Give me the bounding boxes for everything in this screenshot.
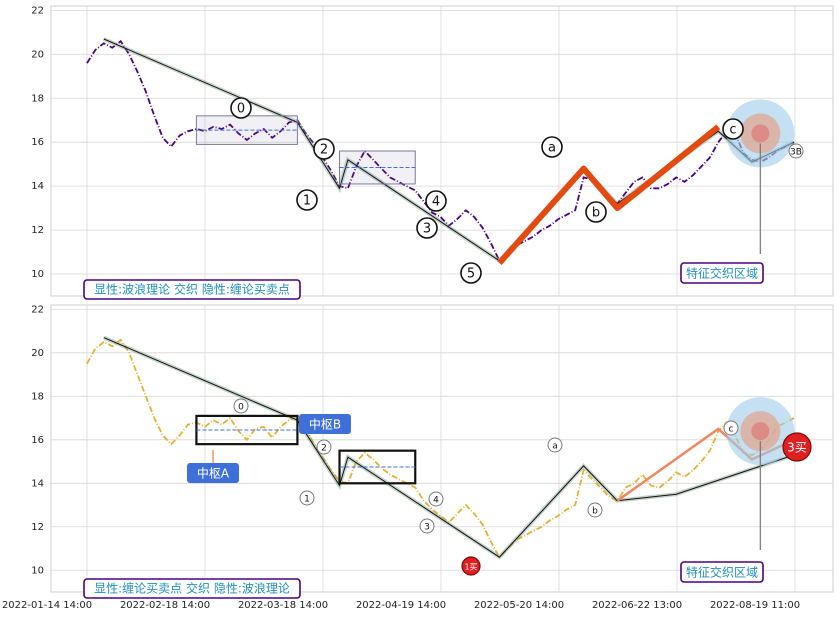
bottom-plot-frame: [50, 304, 834, 593]
buy-point-marker: [461, 556, 481, 576]
x-tick-label: 2022-02-18 14:00: [120, 600, 210, 611]
bottom-y-tick-label: 22: [31, 304, 44, 315]
top-y-tick-label: 22: [31, 5, 44, 16]
bottom-zone-label: 特征交织区域: [686, 565, 758, 580]
x-tick-label: 2022-05-20 14:00: [474, 600, 564, 611]
bottom-y-tick-label: 18: [31, 391, 44, 402]
buy-point-marker: [782, 432, 812, 462]
bottom-wave-marker: [233, 398, 249, 414]
top-wave-marker: [585, 201, 607, 223]
bottom-wave-label: 2: [321, 444, 327, 454]
pivot-label-box: [299, 414, 351, 434]
top-y-tick-label: 14: [31, 181, 44, 192]
top-wave-marker: [230, 97, 252, 119]
top-wave-label: 3B: [790, 148, 802, 158]
top-wave-label: 0: [237, 102, 245, 117]
top-wave-label: 3: [423, 222, 431, 237]
bottom-wave-label: a: [552, 442, 558, 452]
x-tick-label: 2022-04-19 14:00: [356, 600, 446, 611]
bottom-zone-label-box: [680, 561, 764, 583]
top-y-tick-label: 10: [31, 269, 44, 280]
x-tick-label: 2022-06-22 13:00: [592, 600, 682, 611]
top-wave-label: 2: [320, 143, 328, 158]
bottom-wave-marker: [428, 491, 444, 507]
top-y-tick-label: 16: [31, 137, 44, 148]
top-wave-marker: [722, 118, 744, 140]
top-wave-label: c: [729, 123, 736, 138]
top-y-tick-label: 12: [31, 225, 44, 236]
top-feature-zone-center: [751, 124, 770, 143]
top-zone-label-box: [680, 262, 764, 284]
bottom-wave-marker: [587, 502, 603, 518]
top-note: 显性:波浪理论 交织 隐性:缠论买卖点: [94, 282, 290, 297]
top-wave-marker: [460, 262, 482, 284]
buy-point-label: 3买: [787, 441, 807, 455]
top-y-tick-label: 18: [31, 93, 44, 104]
bottom-wave-label: c: [729, 425, 734, 435]
bottom-zigzag-line: [103, 337, 795, 558]
top-note-box: [83, 279, 301, 300]
top-price-line: [86, 39, 795, 263]
top-wave-label: 1: [303, 194, 311, 209]
bottom-price-line: [86, 338, 795, 559]
top-y-tick-label: 20: [31, 49, 44, 60]
bottom-wave-label: 4: [433, 496, 439, 506]
top-plot-frame: [50, 5, 834, 297]
bottom-note-box: [83, 578, 301, 599]
top-wave-marker: [296, 189, 318, 211]
top-wave-label: 5: [467, 267, 475, 282]
top-wave-marker: [541, 136, 563, 158]
top-wave-label: b: [592, 206, 600, 221]
bottom-y-tick-label: 16: [31, 435, 44, 446]
top-wave-label: a: [548, 141, 556, 156]
bottom-wave-label: b: [592, 507, 598, 517]
bottom-wave-label: 0: [238, 403, 244, 413]
bottom-feature-zone-center: [751, 422, 770, 441]
top-wave-abc-line: [497, 124, 721, 265]
bottom-y-tick-label: 10: [31, 565, 44, 576]
pivot-label: 中枢A: [197, 466, 230, 481]
bottom-wave-marker: [547, 437, 563, 453]
bottom-wave-marker: [299, 490, 315, 506]
x-tick-label: 2022-08-19 11:00: [710, 600, 800, 611]
x-tick-label: 2022-01-14 14:00: [2, 600, 92, 611]
bottom-y-tick-label: 20: [31, 348, 44, 359]
bottom-y-tick-label: 12: [31, 522, 44, 533]
bottom-wave-marker: [723, 420, 739, 436]
bottom-wave-marker: [419, 518, 435, 534]
top-zone-label: 特征交织区域: [686, 266, 758, 281]
top-wave-marker: [788, 143, 804, 159]
pivot-label: 中枢B: [309, 417, 341, 432]
top-wave-marker: [313, 138, 335, 160]
x-tick-label: 2022-03-18 14:00: [238, 600, 328, 611]
top-wave-marker: [425, 190, 447, 212]
pivot-label-box: [187, 463, 239, 483]
top-wave-marker: [416, 217, 438, 239]
bottom-wave-label: 1: [304, 495, 310, 505]
bottom-wave-marker: [316, 439, 332, 455]
buy-point-label: 1买: [464, 563, 477, 572]
bottom-y-tick-label: 14: [31, 478, 44, 489]
top-wave-label: 4: [432, 195, 440, 210]
bottom-note: 显性:缠论买卖点 交织 隐性:波浪理论: [94, 581, 290, 596]
bottom-wave-label: 3: [424, 523, 430, 533]
